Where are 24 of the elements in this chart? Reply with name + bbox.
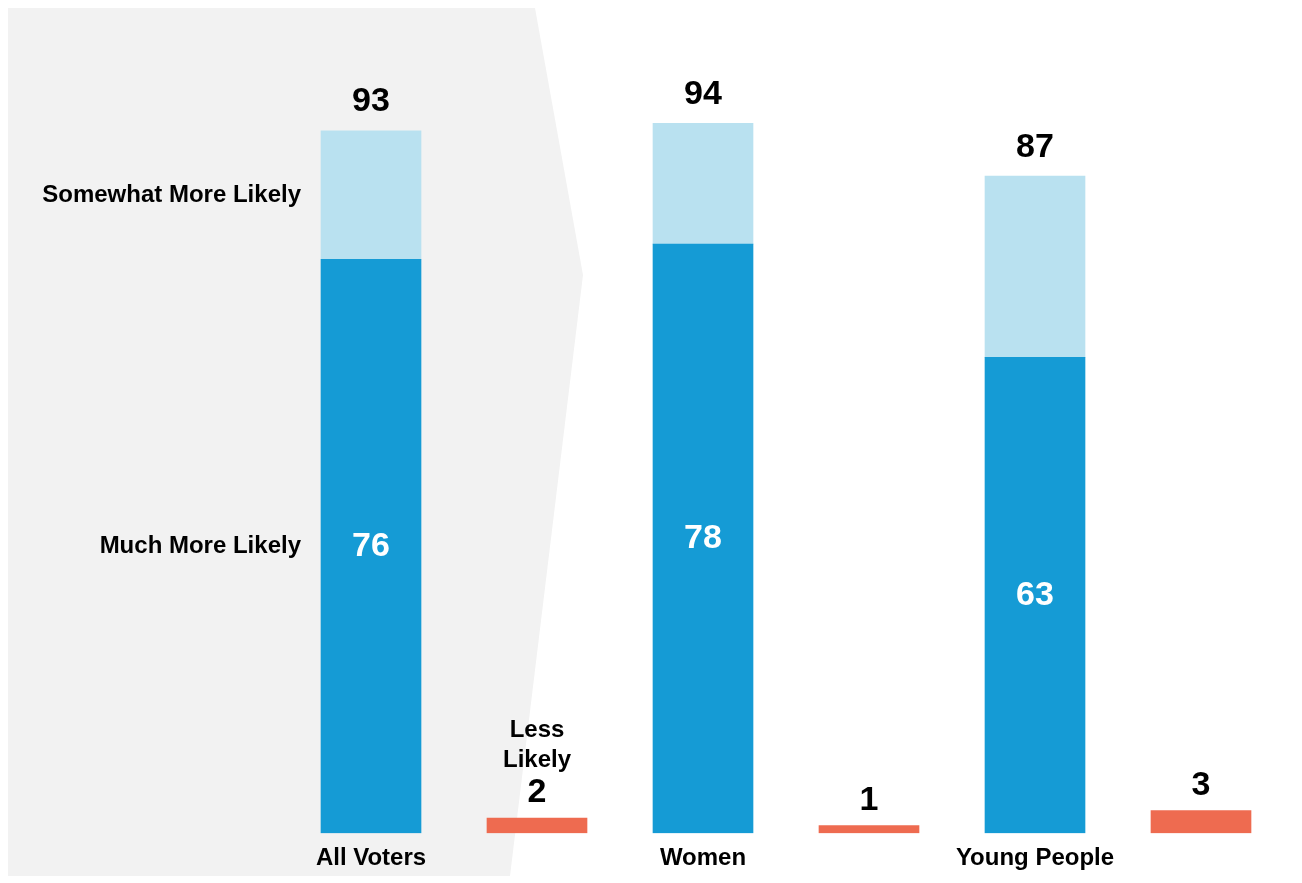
series-label: Somewhat More Likely	[42, 179, 302, 207]
x-tick-label: All Voters	[315, 843, 427, 871]
total-label: 93	[352, 80, 390, 119]
bar	[320, 130, 422, 260]
bar	[652, 243, 754, 834]
bar	[652, 122, 754, 245]
total-label: 87	[1016, 125, 1054, 164]
bar	[486, 817, 588, 834]
x-tick-label: Young People	[955, 843, 1115, 871]
bar	[818, 825, 920, 834]
data-label: 76	[352, 524, 390, 563]
bar	[320, 258, 422, 834]
bar	[984, 357, 1086, 834]
series-label: Much More Likely	[99, 530, 302, 558]
bar	[1150, 810, 1252, 834]
bar	[984, 175, 1086, 358]
data-label: 63	[1016, 573, 1054, 612]
x-tick-label: Women	[659, 843, 747, 871]
data-label: 78	[684, 517, 722, 556]
series-label: Less Likely	[502, 714, 572, 772]
data-label: 2	[527, 771, 547, 810]
data-label: 1	[859, 779, 879, 818]
data-label: 3	[1191, 763, 1211, 802]
total-label: 94	[684, 72, 722, 111]
